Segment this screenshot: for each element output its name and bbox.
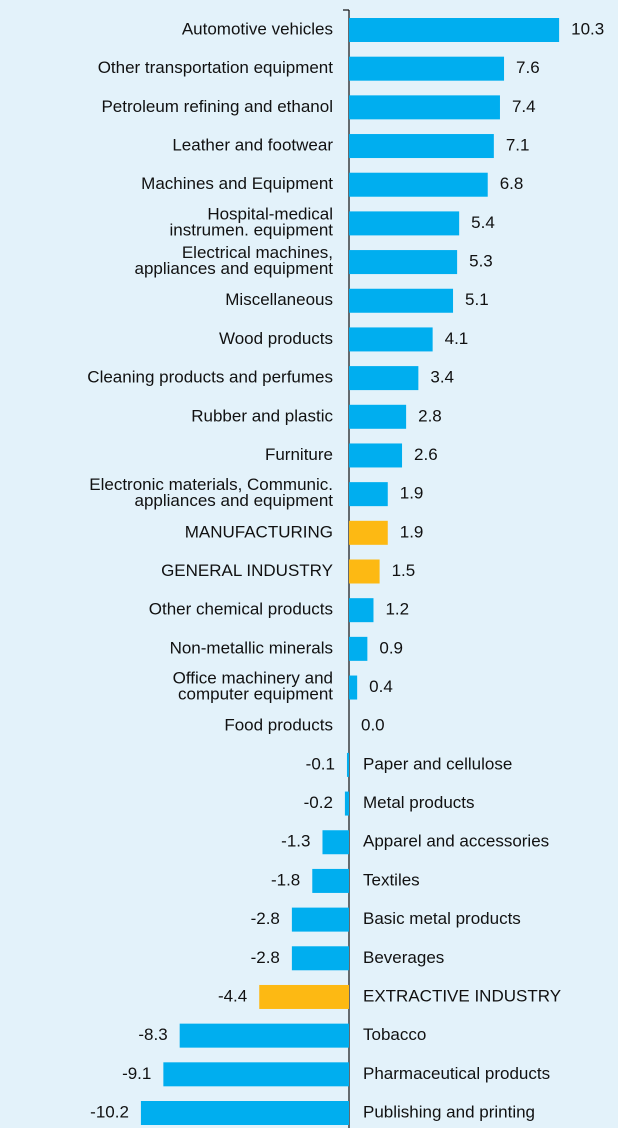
bar	[349, 250, 458, 275]
value-label: 0.4	[369, 677, 393, 696]
bar	[163, 1062, 349, 1087]
category-label: Wood products	[219, 329, 333, 348]
bar	[291, 946, 349, 971]
category-label: Tobacco	[363, 1025, 426, 1044]
value-label: -4.4	[218, 986, 247, 1005]
category-label: Food products	[224, 716, 333, 735]
category-label: Office machinery and computer equipment	[173, 669, 334, 704]
bar	[349, 520, 388, 545]
bar	[349, 366, 419, 391]
value-label: 7.4	[512, 97, 536, 116]
category-label: Miscellaneous	[225, 290, 333, 309]
value-label: 1.2	[385, 600, 409, 619]
value-label: 5.3	[469, 252, 493, 271]
category-label: Paper and cellulose	[363, 754, 512, 773]
category-label: Furniture	[265, 445, 333, 464]
value-label: -8.3	[138, 1025, 167, 1044]
bar	[349, 56, 505, 81]
category-label: Basic metal products	[363, 909, 521, 928]
bar	[291, 907, 349, 932]
bar	[349, 404, 407, 429]
value-label: -0.2	[304, 793, 333, 812]
bar	[349, 482, 388, 507]
bar	[346, 752, 349, 777]
category-label: Machines and Equipment	[141, 174, 333, 193]
value-label: -1.8	[271, 870, 300, 889]
bar	[349, 134, 494, 159]
category-label: EXTRACTIVE INDUSTRY	[363, 986, 561, 1005]
value-label: 4.1	[445, 329, 469, 348]
bar	[259, 984, 349, 1009]
bar	[179, 1023, 349, 1048]
category-label: Apparel and accessories	[363, 832, 549, 851]
value-label: -0.1	[306, 754, 335, 773]
category-label: Hospital-medical instrumen. equipment	[170, 205, 334, 240]
category-label: GENERAL INDUSTRY	[161, 561, 333, 580]
value-label: 7.1	[506, 136, 530, 155]
bar	[349, 211, 460, 236]
value-label: -10.2	[90, 1102, 129, 1121]
bar	[349, 288, 454, 313]
value-label: 2.6	[414, 445, 438, 464]
category-label: Electrical machines, appliances and equip…	[135, 244, 334, 279]
value-label: 5.4	[471, 213, 495, 232]
value-label: 1.9	[400, 522, 424, 541]
value-label: -2.8	[251, 909, 280, 928]
value-label: 0.0	[361, 716, 385, 735]
value-label: 1.9	[400, 484, 424, 503]
category-label: MANUFACTURING	[185, 522, 333, 541]
bar	[140, 1101, 349, 1125]
category-label: Other transportation equipment	[98, 58, 334, 77]
bar	[349, 636, 368, 661]
bar	[344, 791, 349, 816]
bar	[349, 598, 374, 623]
category-label: Petroleum refining and ethanol	[101, 97, 333, 116]
value-label: -9.1	[122, 1064, 151, 1083]
category-label: Leather and footwear	[172, 136, 333, 155]
category-label: Publishing and printing	[363, 1102, 535, 1121]
value-label: 6.8	[500, 174, 524, 193]
value-label: -2.8	[251, 948, 280, 967]
bar	[312, 868, 349, 893]
category-label: Electronic materials, Communic. appliance…	[89, 476, 333, 511]
value-label: 1.5	[392, 561, 416, 580]
category-label: Rubber and plastic	[191, 406, 333, 425]
value-label: 0.9	[379, 638, 403, 657]
category-label: Automotive vehicles	[182, 19, 333, 38]
bar	[349, 559, 380, 584]
bar	[349, 172, 488, 197]
bar	[349, 327, 433, 352]
value-label: 3.4	[430, 368, 454, 387]
value-label: 5.1	[465, 290, 489, 309]
value-label: -1.3	[281, 832, 310, 851]
value-label: 10.3	[571, 19, 604, 38]
bar	[349, 18, 560, 42]
category-label: Other chemical products	[149, 600, 333, 619]
value-label: 7.6	[516, 58, 540, 77]
bar	[349, 675, 358, 700]
bar	[322, 830, 349, 855]
category-label: Textiles	[363, 870, 420, 889]
category-label: Non-metallic minerals	[170, 638, 333, 657]
category-label: Metal products	[363, 793, 475, 812]
category-label: Cleaning products and perfumes	[87, 368, 333, 387]
value-label: 2.8	[418, 406, 442, 425]
category-label: Beverages	[363, 948, 444, 967]
bar	[349, 95, 500, 120]
category-label: Pharmaceutical products	[363, 1064, 550, 1083]
bar	[349, 443, 403, 468]
